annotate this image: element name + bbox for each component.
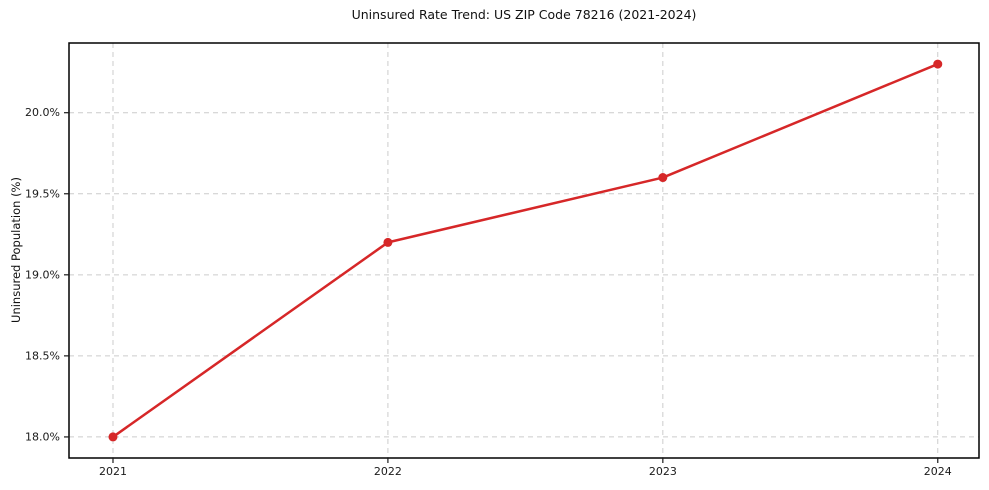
data-point [933,59,943,69]
x-tick-label: 2023 [649,465,677,478]
trend-line [112,62,939,438]
y-tick-label: 19.0% [25,268,60,281]
data-point [658,173,668,183]
data-point [108,432,118,442]
chart-title: Uninsured Rate Trend: US ZIP Code 78216 … [351,7,697,22]
data-point [383,237,393,247]
x-tick-label: 2022 [374,465,402,478]
x-tick-label: 2021 [99,465,127,478]
x-tick-label: 2024 [924,465,952,478]
plot-border [68,42,980,459]
y-tick-label: 18.5% [25,349,60,362]
y-tick-label: 20.0% [25,106,60,119]
y-tick-label: 19.5% [25,187,60,200]
y-tick-label: 18.0% [25,430,60,443]
